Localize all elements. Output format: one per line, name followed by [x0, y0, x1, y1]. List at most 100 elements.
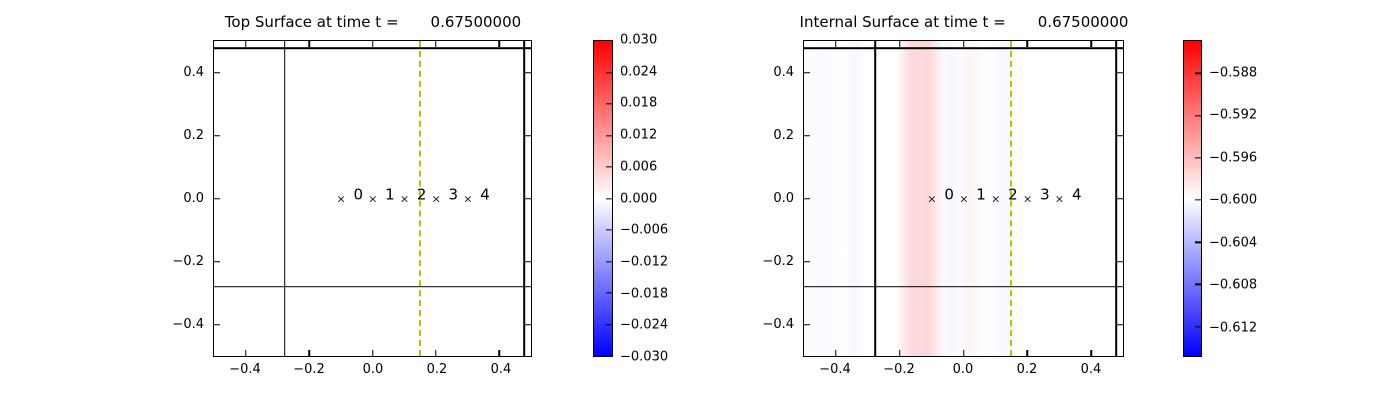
- marker-label: 2: [1008, 185, 1018, 204]
- marker-label: 3: [448, 185, 459, 204]
- y-tick-label: 0.4: [773, 65, 794, 80]
- colorbar-label: 0.018: [620, 95, 658, 111]
- left-colorbar: 0.030 0.024 0.018 0.012 0.006 0.000 −0.0…: [593, 33, 683, 365]
- y-tick-label: 0.2: [773, 128, 794, 143]
- right-title-time-value: 0.67500000: [1037, 13, 1129, 31]
- right-plot-boundary-vline-2: [1115, 41, 1117, 356]
- y-tick-right: [1117, 71, 1123, 74]
- x-tick-top: [371, 41, 374, 47]
- left-plot-boundary-vline-1: [283, 41, 286, 356]
- colorbar-label: 0.012: [620, 127, 658, 143]
- x-tick-top: [835, 41, 837, 47]
- colorbar-tick: [606, 103, 612, 105]
- y-tick: [214, 260, 220, 263]
- y-tick-label: 0.2: [183, 128, 204, 143]
- x-marker: ×: [959, 192, 969, 206]
- colorbar-tick: [1195, 326, 1201, 328]
- left-plot-boundary-hline-2: [214, 285, 531, 288]
- colorbar-label: −0.596: [1209, 150, 1258, 166]
- x-tick: [435, 350, 437, 356]
- left-plot-boundary-hline-1: [214, 47, 531, 49]
- colorbar-tick: [606, 292, 612, 294]
- x-tick-top: [1026, 41, 1029, 47]
- x-marker: ×: [431, 192, 441, 206]
- x-tick: [1090, 350, 1092, 356]
- colorbar-tick: [606, 71, 612, 74]
- x-tick-top: [308, 41, 310, 47]
- right-title-text: Internal Surface at time t =: [799, 13, 1006, 31]
- x-marker: ×: [399, 192, 410, 206]
- y-tick-label: 0.0: [773, 191, 794, 206]
- y-tick-label: −0.4: [762, 317, 794, 332]
- colorbar-label: 0.000: [620, 191, 658, 206]
- y-tick-right: [525, 134, 531, 137]
- y-tick-right: [1117, 323, 1123, 326]
- colorbar-tick: [606, 229, 612, 231]
- x-tick: [371, 350, 374, 356]
- colorbar-label: 0.030: [620, 32, 658, 48]
- colorbar-tick: [1195, 241, 1201, 243]
- left-title-text: Top Surface at time t =: [224, 13, 399, 31]
- y-tick-label: −0.4: [172, 317, 204, 332]
- colorbar-tick: [1195, 72, 1201, 75]
- left-title-time-value: 0.67500000: [430, 13, 522, 31]
- x-tick-label: 0.0: [362, 362, 384, 377]
- y-tick-right: [525, 197, 531, 200]
- x-tick-top: [962, 41, 965, 47]
- right-colorbar: −0.588 −0.592 −0.596 −0.600 −0.604 −0.60…: [1183, 40, 1273, 357]
- x-tick-label: −0.4: [229, 362, 261, 377]
- colorbar-tick: [606, 197, 612, 200]
- colorbar-label: −0.006: [620, 222, 669, 238]
- y-tick-right: [525, 260, 531, 263]
- x-marker: ×: [463, 192, 473, 206]
- x-marker: ×: [368, 192, 378, 206]
- colorbar-label: −0.012: [620, 254, 669, 270]
- right-plot-boundary-vline-1: [874, 41, 876, 356]
- x-tick-label: 0.2: [426, 362, 448, 377]
- x-tick: [898, 350, 901, 356]
- colorbar-label: −0.600: [1209, 192, 1258, 208]
- left-colorbar-gradient: [593, 40, 613, 357]
- y-tick-right: [1117, 260, 1123, 263]
- x-marker: ×: [336, 192, 346, 206]
- y-tick-label: −0.2: [172, 254, 204, 269]
- y-tick: [214, 71, 220, 74]
- marker-label: 4: [480, 185, 490, 204]
- marker-label: 3: [1040, 185, 1050, 204]
- x-tick: [308, 350, 310, 356]
- left-panel-title: Top Surface at time t = 0.67500000: [225, 13, 521, 31]
- y-tick: [804, 323, 810, 326]
- x-tick-top: [244, 41, 247, 47]
- colorbar-label: −0.018: [620, 286, 669, 302]
- colorbar-label: −0.024: [620, 317, 669, 333]
- marker-label: 2: [416, 185, 427, 204]
- x-tick-label: 0.4: [490, 362, 512, 377]
- colorbar-label: −0.030: [620, 349, 669, 365]
- x-tick-label: −0.4: [819, 362, 851, 377]
- x-tick-label: 0.4: [1080, 362, 1102, 377]
- x-tick: [1026, 350, 1029, 356]
- x-marker: ×: [991, 192, 1001, 206]
- y-tick: [214, 197, 220, 200]
- right-panel-title: Internal Surface at time t = 0.67500000: [800, 13, 1129, 31]
- colorbar-tick: [1195, 199, 1201, 201]
- colorbar-tick: [1195, 157, 1201, 159]
- x-tick: [498, 350, 501, 356]
- x-tick-top: [1090, 41, 1092, 47]
- y-tick: [804, 197, 810, 200]
- colorbar-label: 0.024: [620, 64, 658, 80]
- marker-label: 0: [353, 185, 364, 204]
- colorbar-tick: [606, 166, 612, 168]
- x-marker: ×: [1023, 192, 1033, 206]
- y-tick: [804, 71, 810, 74]
- y-tick-label: 0.4: [183, 65, 204, 80]
- x-tick-top: [498, 41, 501, 47]
- y-tick-right: [1117, 197, 1123, 200]
- x-tick-label: −0.2: [293, 362, 325, 377]
- marker-label: 4: [1071, 185, 1082, 204]
- y-tick: [214, 323, 220, 326]
- colorbar-tick: [606, 323, 612, 326]
- colorbar-tick: [606, 260, 612, 263]
- left-plot-dashed-vline: [419, 41, 422, 356]
